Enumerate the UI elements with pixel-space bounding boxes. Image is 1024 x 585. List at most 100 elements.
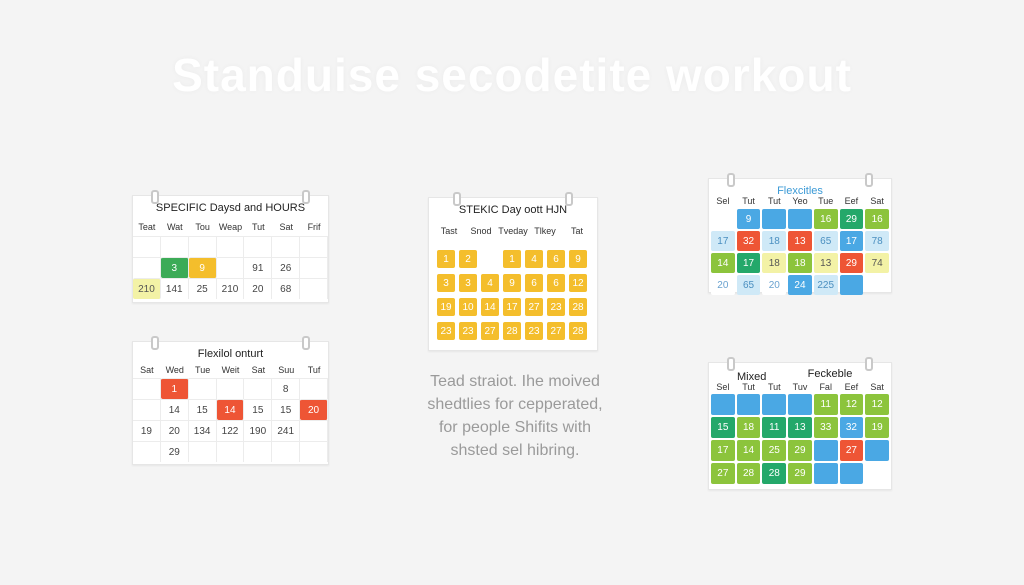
calendar-day-cell[interactable]: 3 bbox=[459, 274, 477, 292]
calendar-day-cell[interactable]: 29 bbox=[160, 441, 189, 462]
calendar-day-cell[interactable] bbox=[736, 394, 761, 415]
calendar-day-cell[interactable]: 20 bbox=[762, 275, 787, 295]
calendar-day-cell[interactable] bbox=[788, 394, 812, 415]
calendar-day-cell[interactable]: 32 bbox=[839, 417, 864, 438]
calendar-day-cell[interactable]: 27 bbox=[839, 440, 864, 461]
calendar-day-cell[interactable] bbox=[865, 275, 889, 295]
calendar-day-cell[interactable]: 16 bbox=[813, 209, 838, 229]
calendar-day-cell[interactable]: 25 bbox=[188, 278, 217, 299]
calendar-day-cell[interactable]: 23 bbox=[547, 298, 565, 316]
calendar-day-cell[interactable]: 18 bbox=[762, 231, 787, 251]
calendar-day-cell[interactable] bbox=[244, 236, 273, 257]
calendar-day-cell[interactable] bbox=[711, 394, 735, 415]
calendar-day-cell[interactable]: 20 bbox=[711, 275, 735, 295]
calendar-day-cell[interactable]: 20 bbox=[300, 399, 328, 420]
calendar-day-cell[interactable] bbox=[865, 440, 889, 461]
calendar-day-cell[interactable]: 15 bbox=[711, 417, 735, 438]
calendar-day-cell[interactable] bbox=[813, 463, 838, 484]
calendar-day-cell[interactable]: 26 bbox=[272, 257, 301, 278]
calendar-day-cell[interactable]: 12 bbox=[569, 274, 587, 292]
calendar-day-cell[interactable]: 141 bbox=[160, 278, 189, 299]
calendar-day-cell[interactable]: 9 bbox=[188, 257, 217, 278]
calendar-day-cell[interactable]: 16 bbox=[865, 209, 889, 229]
calendar-day-cell[interactable]: 134 bbox=[188, 420, 217, 441]
calendar-day-cell[interactable] bbox=[839, 275, 864, 295]
calendar-day-cell[interactable] bbox=[839, 463, 864, 484]
calendar-day-cell[interactable]: 33 bbox=[813, 417, 838, 438]
calendar-day-cell[interactable] bbox=[813, 440, 838, 461]
calendar-day-cell[interactable]: 17 bbox=[711, 440, 735, 461]
calendar-day-cell[interactable] bbox=[216, 378, 245, 399]
calendar-day-cell[interactable] bbox=[133, 236, 161, 257]
calendar-day-cell[interactable]: 1 bbox=[160, 378, 189, 399]
calendar-day-cell[interactable]: 27 bbox=[481, 322, 499, 340]
calendar-day-cell[interactable] bbox=[788, 209, 812, 229]
calendar-day-cell[interactable]: 20 bbox=[160, 420, 189, 441]
calendar-day-cell[interactable] bbox=[160, 236, 189, 257]
calendar-day-cell[interactable] bbox=[133, 399, 161, 420]
calendar-day-cell[interactable]: 190 bbox=[244, 420, 273, 441]
calendar-day-cell[interactable]: 210 bbox=[133, 278, 161, 299]
calendar-day-cell[interactable]: 27 bbox=[711, 463, 735, 484]
calendar-day-cell[interactable]: 65 bbox=[813, 231, 838, 251]
calendar-day-cell[interactable]: 28 bbox=[569, 298, 587, 316]
calendar-day-cell[interactable]: 11 bbox=[813, 394, 838, 415]
calendar-day-cell[interactable] bbox=[216, 236, 245, 257]
calendar-day-cell[interactable]: 3 bbox=[437, 274, 455, 292]
calendar-day-cell[interactable]: 13 bbox=[788, 417, 812, 438]
calendar-day-cell[interactable]: 18 bbox=[788, 253, 812, 273]
calendar-day-cell[interactable]: 25 bbox=[762, 440, 787, 461]
calendar-day-cell[interactable] bbox=[244, 378, 273, 399]
calendar-day-cell[interactable] bbox=[188, 236, 217, 257]
calendar-day-cell[interactable]: 20 bbox=[244, 278, 273, 299]
calendar-day-cell[interactable] bbox=[711, 209, 735, 229]
calendar-day-cell[interactable]: 6 bbox=[547, 250, 565, 268]
calendar-day-cell[interactable]: 65 bbox=[736, 275, 761, 295]
calendar-day-cell[interactable]: 4 bbox=[525, 250, 543, 268]
calendar-day-cell[interactable]: 225 bbox=[813, 275, 838, 295]
calendar-day-cell[interactable]: 15 bbox=[188, 399, 217, 420]
calendar-day-cell[interactable]: 23 bbox=[437, 322, 455, 340]
calendar-day-cell[interactable]: 122 bbox=[216, 420, 245, 441]
calendar-day-cell[interactable]: 28 bbox=[736, 463, 761, 484]
calendar-day-cell[interactable] bbox=[188, 378, 217, 399]
calendar-day-cell[interactable] bbox=[300, 420, 328, 441]
calendar-day-cell[interactable]: 13 bbox=[788, 231, 812, 251]
calendar-day-cell[interactable]: 28 bbox=[503, 322, 521, 340]
calendar-day-cell[interactable] bbox=[300, 278, 328, 299]
calendar-day-cell[interactable]: 19 bbox=[133, 420, 161, 441]
calendar-day-cell[interactable]: 15 bbox=[272, 399, 301, 420]
calendar-day-cell[interactable] bbox=[133, 441, 161, 462]
calendar-day-cell[interactable] bbox=[272, 236, 301, 257]
calendar-day-cell[interactable]: 3 bbox=[160, 257, 189, 278]
calendar-day-cell[interactable]: 11 bbox=[762, 417, 787, 438]
calendar-day-cell[interactable]: 241 bbox=[272, 420, 301, 441]
calendar-day-cell[interactable] bbox=[481, 250, 499, 268]
calendar-day-cell[interactable]: 210 bbox=[216, 278, 245, 299]
calendar-day-cell[interactable]: 14 bbox=[711, 253, 735, 273]
calendar-day-cell[interactable]: 27 bbox=[525, 298, 543, 316]
calendar-day-cell[interactable]: 17 bbox=[503, 298, 521, 316]
calendar-day-cell[interactable] bbox=[762, 209, 787, 229]
calendar-day-cell[interactable]: 78 bbox=[865, 231, 889, 251]
calendar-day-cell[interactable]: 9 bbox=[736, 209, 761, 229]
calendar-day-cell[interactable]: 9 bbox=[569, 250, 587, 268]
calendar-day-cell[interactable]: 14 bbox=[736, 440, 761, 461]
calendar-day-cell[interactable]: 27 bbox=[547, 322, 565, 340]
calendar-day-cell[interactable]: 74 bbox=[865, 253, 889, 273]
calendar-day-cell[interactable]: 12 bbox=[865, 394, 889, 415]
calendar-day-cell[interactable]: 91 bbox=[244, 257, 273, 278]
calendar-day-cell[interactable]: 9 bbox=[503, 274, 521, 292]
calendar-day-cell[interactable] bbox=[188, 441, 217, 462]
calendar-day-cell[interactable]: 23 bbox=[525, 322, 543, 340]
calendar-day-cell[interactable]: 29 bbox=[788, 440, 812, 461]
calendar-day-cell[interactable]: 24 bbox=[788, 275, 812, 295]
calendar-day-cell[interactable]: 4 bbox=[481, 274, 499, 292]
calendar-day-cell[interactable]: 29 bbox=[788, 463, 812, 484]
calendar-day-cell[interactable]: 2 bbox=[459, 250, 477, 268]
calendar-day-cell[interactable]: 32 bbox=[736, 231, 761, 251]
calendar-day-cell[interactable]: 19 bbox=[437, 298, 455, 316]
calendar-day-cell[interactable]: 23 bbox=[459, 322, 477, 340]
calendar-day-cell[interactable] bbox=[300, 236, 328, 257]
calendar-day-cell[interactable]: 1 bbox=[437, 250, 455, 268]
